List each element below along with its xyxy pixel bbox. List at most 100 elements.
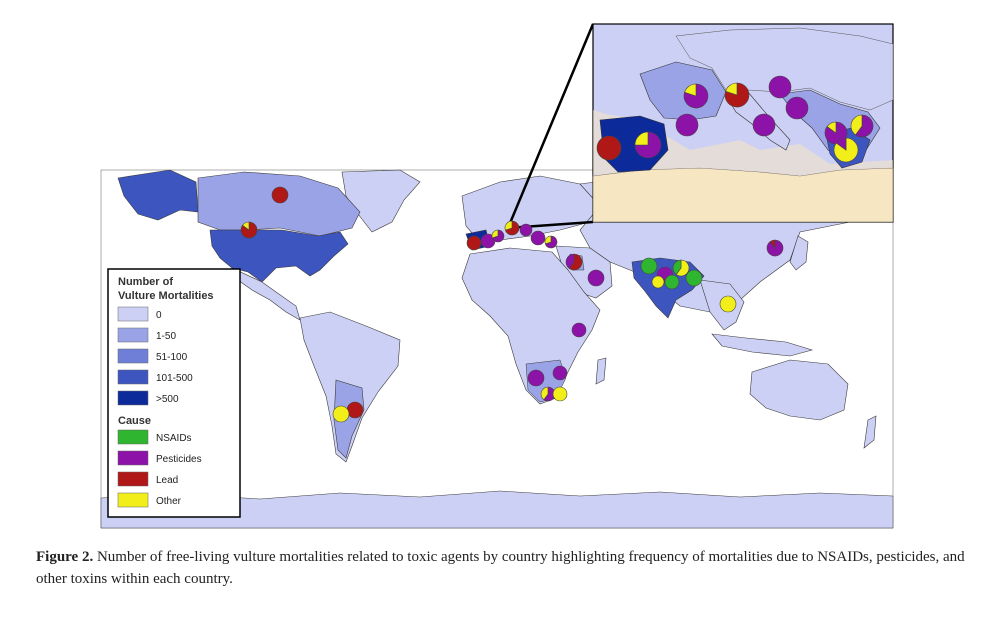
cause-pie-12 [587, 269, 605, 287]
legend-swatch-pesticides [117, 450, 149, 466]
cause-pie-10 [544, 235, 558, 249]
cause-pie-27-slice-1 [634, 131, 649, 146]
madagascar-shape [595, 357, 607, 385]
legend-label-51-100: 51-100 [156, 352, 188, 363]
cause-pie-11-slice-1 [565, 253, 575, 269]
cause-pie-25 [719, 295, 737, 313]
cause-pie-8-slice-0 [519, 223, 533, 237]
cause-pie-13-slice-0 [571, 322, 587, 338]
cause-pie-3-slice-0 [332, 405, 350, 423]
cause-pie-3 [332, 405, 350, 423]
cause-pie-12-slice-0 [587, 269, 605, 287]
cause-pie-20-slice-1 [672, 259, 682, 275]
cause-pie-10-slice-1 [544, 235, 552, 245]
cause-pie-36 [833, 137, 859, 163]
new-zealand-shape [863, 415, 877, 449]
cause-pie-2 [346, 401, 364, 419]
cause-pie-23-slice-0 [664, 274, 680, 290]
cause-pie-31-slice-0 [768, 75, 792, 99]
alaska-shape [117, 169, 199, 221]
canada-shape [197, 171, 361, 237]
cause-pie-21 [685, 269, 703, 287]
cause-pie-30 [724, 82, 750, 108]
cause-pie-26 [596, 135, 622, 161]
legend-swatch-nsaids [117, 429, 149, 445]
cause-pie-20-slice-0 [675, 259, 690, 277]
cause-pie-0-slice-0 [271, 186, 289, 204]
cause-pie-26-slice-0 [596, 135, 622, 161]
legend-swatch-51-100 [117, 348, 149, 364]
inset-north-africa [592, 167, 894, 223]
legend-title-line1: Number of [118, 276, 173, 288]
cause-pie-30-slice-1 [725, 82, 738, 96]
argentina-shape [333, 379, 365, 459]
usa-shape [209, 229, 349, 283]
legend-swatch-over-500 [117, 390, 149, 406]
legend-title-line2: Vulture Mortalities [118, 290, 214, 302]
cause-pie-18-slice-0 [640, 257, 658, 275]
inset-sea [593, 110, 893, 176]
cause-pie-34-slice-1 [826, 121, 837, 134]
figure-caption-text: Number of free-living vulture mortalitie… [36, 549, 965, 587]
cause-pie-14 [527, 369, 545, 387]
legend-label-lead: Lead [156, 475, 178, 486]
cause-pie-7 [504, 220, 520, 236]
cause-pie-0 [271, 186, 289, 204]
cause-pie-6 [491, 229, 505, 243]
cause-pie-15-slice-0 [552, 365, 568, 381]
cause-pie-35-slice-1 [850, 114, 863, 136]
mediterranean-inset [592, 23, 894, 223]
cause-pie-35-slice-0 [855, 114, 874, 138]
legend-swatch-lead [117, 471, 149, 487]
cause-pie-27 [634, 131, 662, 159]
cause-pie-23 [664, 274, 680, 290]
central-america-shape [231, 267, 301, 321]
cause-pie-33-slice-0 [752, 113, 776, 137]
legend-swatch-0 [117, 306, 149, 322]
cause-pie-32-slice-0 [785, 96, 809, 120]
cause-pie-15 [552, 365, 568, 381]
legend-label-other: Other [156, 496, 182, 507]
cause-pie-24-slice-1 [769, 239, 776, 249]
cause-pie-21-slice-0 [685, 269, 703, 287]
cause-pie-8 [519, 223, 533, 237]
cause-pie-4-slice-0 [466, 235, 482, 251]
cause-pie-25-slice-0 [719, 295, 737, 313]
legend-cause-title: Cause [118, 415, 151, 427]
japan-shape [789, 235, 809, 271]
cause-pie-markers [240, 75, 874, 423]
cause-pie-24 [766, 239, 784, 257]
cause-pie-31 [768, 75, 792, 99]
inset-france [639, 61, 727, 121]
cause-pie-6-slice-1 [491, 229, 499, 239]
legend-label-pesticides: Pesticides [156, 454, 202, 465]
cause-pie-11 [565, 253, 583, 271]
legend-label-0: 0 [156, 310, 162, 321]
cause-pie-7-slice-1 [504, 220, 513, 231]
cause-pie-22 [651, 275, 665, 289]
inset-iberia [599, 115, 669, 173]
legend-label-101-500: 101-500 [156, 373, 193, 384]
figure-caption: Figure 2. Number of free-living vulture … [36, 546, 976, 590]
cause-pie-22-slice-0 [651, 275, 665, 289]
callout-line-top [506, 23, 595, 229]
cause-pie-13 [571, 322, 587, 338]
cause-pie-14-slice-0 [527, 369, 545, 387]
cause-pie-4 [466, 235, 482, 251]
cause-pie-36-slice-1 [835, 137, 847, 151]
cause-pie-33 [752, 113, 776, 137]
cause-pie-9 [530, 230, 546, 246]
legend-label-1-50: 1-50 [156, 331, 176, 342]
cause-pie-9-slice-0 [530, 230, 546, 246]
cause-pie-17 [552, 386, 568, 402]
legend: Number of Vulture Mortalities 0 1-50 51-… [107, 268, 241, 518]
legend-label-nsaids: NSAIDs [156, 433, 192, 444]
cause-pie-1-slice-1 [242, 221, 250, 231]
cause-pie-2-slice-0 [346, 401, 364, 419]
cause-pie-11-slice-0 [568, 253, 583, 271]
cause-pie-17-slice-0 [552, 386, 568, 402]
figure-caption-label: Figure 2. [36, 549, 94, 565]
cause-pie-28-slice-0 [675, 113, 699, 137]
cause-pie-29-slice-1 [684, 83, 697, 97]
